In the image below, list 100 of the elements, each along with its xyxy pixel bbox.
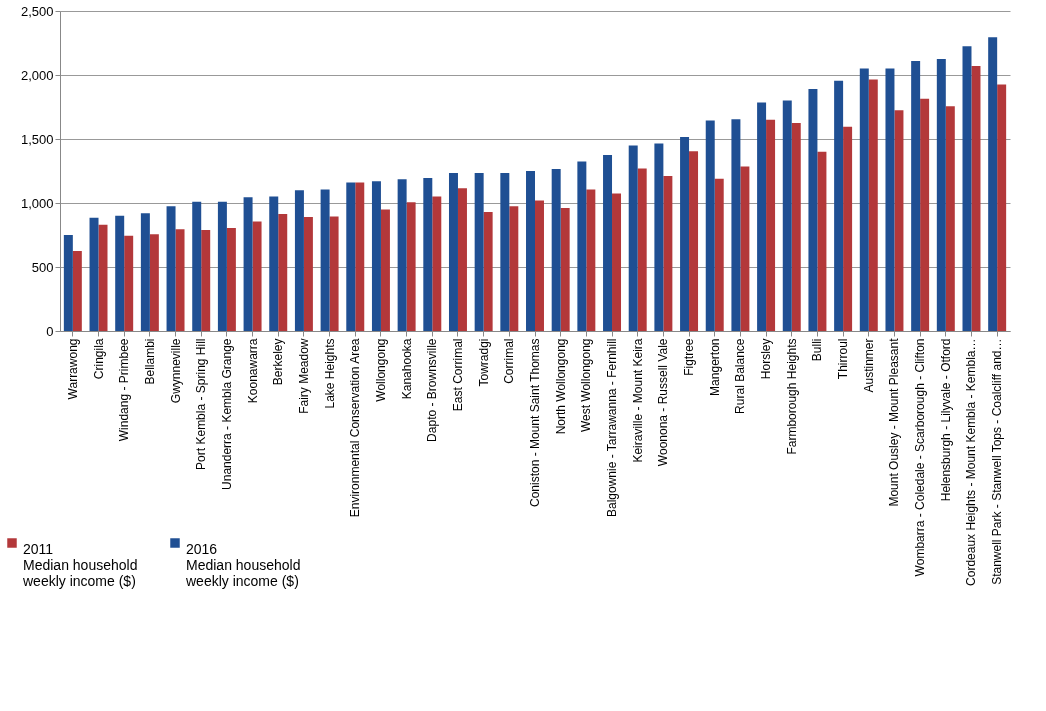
x-tick-label: Keiraville - Mount Keira	[630, 338, 645, 463]
x-tick-label: Bulli	[810, 338, 825, 362]
bar	[149, 234, 159, 331]
bar	[98, 224, 108, 331]
legend-label: 2011 Median household weekly income ($)	[22, 541, 138, 589]
bar	[757, 102, 767, 331]
bar	[175, 229, 185, 331]
bar	[808, 89, 818, 331]
x-tick-label: Helensburgh - Lilyvale - Otford	[938, 338, 953, 502]
y-tick-label: 1,500	[20, 131, 54, 147]
bar	[303, 217, 313, 331]
bar	[320, 189, 330, 331]
bar	[124, 235, 134, 331]
bar	[397, 179, 407, 331]
bar	[936, 59, 946, 331]
bar	[201, 229, 211, 331]
bar	[791, 123, 801, 331]
bar	[217, 201, 227, 331]
bar	[551, 169, 561, 331]
x-tick-label: Unanderra - Kembla Grange	[219, 338, 234, 490]
x-tick-label: Horsley	[759, 338, 774, 380]
bar	[457, 188, 467, 331]
x-tick-label: Cordeaux Heights - Mount Kembla - Kembla…	[964, 338, 979, 586]
x-tick-label: Kanahooka	[399, 338, 414, 400]
x-tick-label: Port Kembla - Spring Hill	[194, 338, 209, 470]
bar	[714, 178, 724, 331]
x-tick-label: Berkeley	[271, 338, 286, 386]
bar	[894, 110, 904, 331]
bar	[269, 196, 279, 331]
bar	[603, 155, 613, 331]
bar	[278, 213, 288, 331]
bar	[346, 182, 356, 331]
x-tick-label: Wombarra - Coledale - Scarborough - Clifton	[913, 338, 928, 577]
bar	[72, 251, 82, 331]
x-tick-label: Lake Heights	[322, 338, 337, 409]
bar	[586, 189, 596, 331]
x-tick-label: East Corrimal	[450, 338, 465, 412]
bar	[448, 172, 458, 331]
bar	[226, 227, 236, 331]
x-tick-label: Fairy Meadow	[296, 338, 311, 414]
bar	[705, 120, 715, 331]
bar	[834, 80, 844, 331]
bar	[988, 37, 998, 331]
bar	[140, 213, 150, 331]
x-tick-label: North Wollongong	[553, 338, 568, 435]
bar	[843, 126, 853, 331]
bar	[509, 206, 519, 331]
x-tick-label: Stanwell Park - Stanwell Tops - Coalcliff and…	[990, 338, 1005, 585]
x-tick-label: Coniston - Mount Saint Thomas	[528, 338, 542, 508]
y-tick-label: 2,000	[20, 67, 54, 83]
bar	[252, 221, 262, 331]
bar	[483, 211, 493, 331]
x-tick-label: Rural Balance	[733, 338, 748, 414]
bar	[628, 145, 638, 331]
bar	[971, 66, 981, 331]
x-tick-label: Warrawong	[65, 338, 80, 400]
x-tick-label: Farmborough Heights	[784, 338, 799, 455]
bar	[817, 151, 827, 331]
x-tick-label: Woonona - Russell Vale	[656, 338, 671, 467]
bar	[612, 193, 622, 331]
x-tick-label: Figtree	[682, 338, 697, 376]
bar	[166, 206, 176, 331]
x-tick-label: Dapto - Brownsville	[425, 338, 440, 442]
y-tick-label: 500	[31, 259, 54, 275]
bar	[680, 137, 690, 331]
bar	[371, 181, 381, 331]
bar	[766, 119, 776, 331]
bar	[474, 172, 484, 331]
bar	[577, 161, 587, 331]
bar	[911, 60, 921, 331]
bar	[89, 217, 99, 331]
x-tick-label: Gwynneville	[168, 338, 183, 404]
bar	[885, 68, 895, 331]
bar	[500, 172, 510, 331]
bar	[689, 151, 699, 331]
bar	[663, 176, 673, 331]
bar	[945, 106, 955, 331]
bar	[63, 235, 73, 331]
bar	[782, 100, 792, 331]
x-tick-label: Towradgi	[476, 338, 491, 387]
y-tick-label: 2,500	[20, 3, 54, 19]
x-tick-label: Wollongong	[373, 338, 388, 402]
bar	[526, 171, 535, 331]
bar	[654, 143, 664, 331]
x-tick-label: Austinmer	[861, 338, 876, 393]
x-tick-label: Thirroul	[836, 338, 851, 380]
y-tick-label: 0	[46, 323, 54, 339]
bar	[243, 197, 253, 331]
bar	[560, 208, 570, 331]
bar	[637, 168, 647, 331]
x-tick-label: Cringila	[91, 338, 106, 380]
x-tick-label: Balgownie - Tarrawanna - Fernhill	[605, 338, 620, 518]
bar	[192, 201, 202, 331]
bar	[740, 166, 750, 331]
x-tick-label: Corrimal	[502, 338, 517, 384]
bar	[355, 182, 365, 331]
y-tick-label: 1,000	[20, 195, 54, 211]
bar	[997, 84, 1007, 331]
bar	[432, 196, 442, 331]
bar	[731, 119, 741, 331]
